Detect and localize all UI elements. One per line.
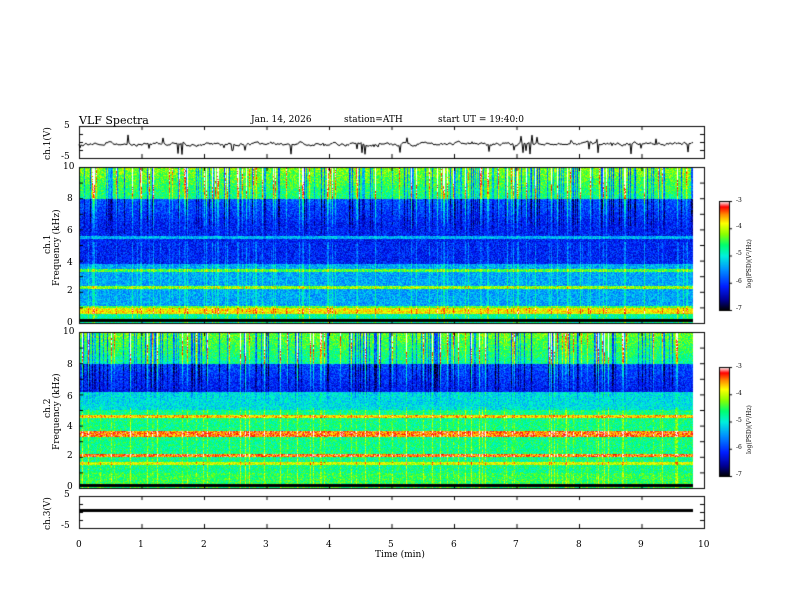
ch2-spec-ytick-4: 4 [67, 422, 73, 432]
ch3-ylabel: ch.3(V) [43, 497, 53, 530]
ch2-spec-ytick-10: 10 [63, 327, 75, 337]
ch1-ytick-bottom: -5 [61, 152, 70, 162]
ch1-spec-ytick-10: 10 [63, 162, 75, 172]
ch2-spec-ytick-0: 0 [67, 482, 73, 492]
cb1-tick-m3: -3 [736, 197, 742, 204]
start-ut-label: start UT = 19:40:0 [438, 115, 524, 125]
ch1-ylabel: ch.1(V) [43, 127, 53, 160]
cb2-tick-m6: -6 [736, 444, 742, 451]
station-label: station=ATH [344, 115, 403, 125]
ch3-ytick-top: 5 [64, 490, 70, 500]
xtick-10: 10 [698, 540, 710, 550]
xtick-1: 1 [138, 540, 144, 550]
plot-title: VLF Spectra [79, 114, 149, 127]
xtick-7: 7 [513, 540, 519, 550]
cb2-tick-m7: -7 [736, 471, 742, 478]
xtick-5: 5 [388, 540, 394, 550]
xtick-0: 0 [76, 540, 82, 550]
date-label: Jan. 14, 2026 [251, 115, 312, 125]
xtick-3: 3 [263, 540, 269, 550]
cb1-tick-m5: -5 [736, 250, 742, 257]
ch1-spec-ylabel-freq: Frequency (kHz) [52, 209, 62, 286]
cb2-tick-m5: -5 [736, 417, 742, 424]
ch2-spec-ytick-6: 6 [67, 392, 73, 402]
xaxis-label: Time (min) [375, 550, 425, 560]
ch1-spec-ytick-2: 2 [67, 286, 73, 296]
cb1-tick-m4: -4 [736, 223, 742, 230]
xtick-6: 6 [451, 540, 457, 550]
ch1-spec-ytick-8: 8 [67, 194, 73, 204]
ch3-ytick-bottom: -5 [61, 521, 70, 531]
xtick-8: 8 [576, 540, 582, 550]
cb1-label: log(PSD)(V²/Hz) [746, 239, 753, 288]
cb1-tick-m7: -7 [736, 305, 742, 312]
xtick-9: 9 [638, 540, 644, 550]
ch1-spec-ytick-4: 4 [67, 258, 73, 268]
ch1-ytick-top: 5 [64, 121, 70, 131]
cb2-tick-m3: -3 [736, 363, 742, 370]
ch2-spec-ylabel-freq: Frequency (kHz) [52, 373, 62, 450]
ch1-spec-ytick-0: 0 [67, 318, 73, 328]
ch2-spec-ytick-8: 8 [67, 360, 73, 370]
ch2-spec-ytick-2: 2 [67, 451, 73, 461]
ch1-spec-ytick-6: 6 [67, 226, 73, 236]
cb1-tick-m6: -6 [736, 278, 742, 285]
xtick-2: 2 [201, 540, 207, 550]
cb2-tick-m4: -4 [736, 390, 742, 397]
xtick-4: 4 [326, 540, 332, 550]
cb2-label: log(PSD)(V²/Hz) [746, 405, 753, 454]
